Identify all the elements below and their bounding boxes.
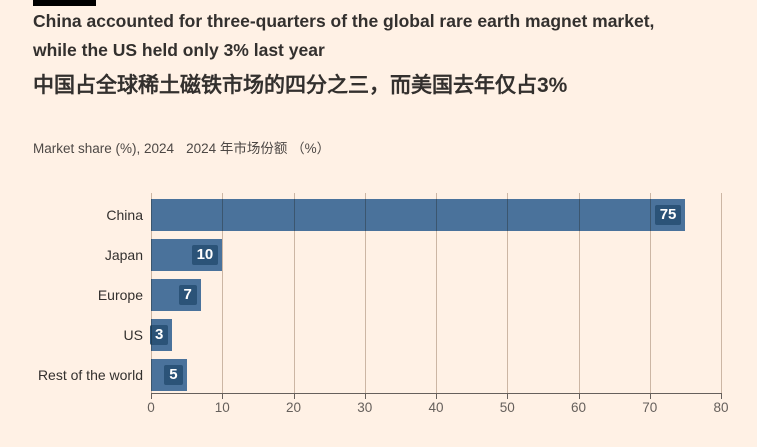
bar-rest-of-the-world: 5 bbox=[151, 359, 187, 391]
value-label: 3 bbox=[150, 325, 169, 345]
x-tick-label: 70 bbox=[642, 400, 658, 415]
title-line-1: China accounted for three-quarters of th… bbox=[33, 11, 655, 31]
category-label: Rest of the world bbox=[37, 367, 143, 383]
category-label: China bbox=[106, 207, 143, 223]
value-label: 75 bbox=[654, 205, 682, 225]
x-tick-label: 10 bbox=[214, 400, 230, 415]
bar-japan: 10 bbox=[151, 239, 223, 271]
gridline bbox=[293, 193, 295, 393]
title-line-2: while the US held only 3% last year bbox=[33, 40, 325, 60]
kicker-bar bbox=[33, 0, 96, 6]
x-tick-mark bbox=[364, 393, 366, 399]
gridline bbox=[364, 193, 366, 393]
plot-area: 75 10 7 3 5 bbox=[150, 193, 722, 393]
x-tick-mark bbox=[507, 393, 509, 399]
chart-subtitle: Market share (%), 2024 2024 年市场份额 （%） bbox=[33, 140, 330, 157]
gridline bbox=[436, 193, 437, 393]
value-label: 5 bbox=[164, 365, 183, 385]
subtitle-english: Market share (%), 2024 bbox=[33, 141, 175, 156]
subtitle-chinese: 2024 年市场份额 （%） bbox=[186, 141, 331, 156]
x-tick-mark bbox=[721, 393, 722, 399]
category-label: US bbox=[123, 327, 143, 343]
x-tick-mark bbox=[222, 393, 224, 399]
x-tick-label: 20 bbox=[285, 400, 302, 415]
x-tick-mark bbox=[436, 393, 437, 399]
bar-chart: 75 10 7 3 5 China Japan Europe US Rest of the wo… bbox=[0, 193, 757, 433]
chart-title: China accounted for three-quarters of th… bbox=[33, 7, 743, 65]
gridline bbox=[721, 193, 722, 393]
category-label: Europe bbox=[97, 287, 143, 303]
category-label: Japan bbox=[104, 247, 143, 263]
x-tick-mark bbox=[151, 393, 152, 399]
x-tick-mark bbox=[293, 393, 295, 399]
gridline bbox=[222, 193, 224, 393]
x-tick-label: 50 bbox=[499, 400, 515, 415]
x-tick-mark bbox=[649, 393, 651, 399]
x-tick-label: 0 bbox=[147, 400, 155, 415]
x-tick-label: 30 bbox=[357, 400, 373, 415]
bar-europe: 7 bbox=[151, 279, 201, 311]
gridline bbox=[649, 193, 651, 393]
x-tick-mark bbox=[578, 393, 580, 399]
bar-china: 75 bbox=[151, 199, 686, 231]
x-tick-label: 80 bbox=[713, 400, 729, 415]
x-tick-label: 40 bbox=[428, 400, 444, 415]
x-tick-label: 60 bbox=[570, 400, 587, 415]
gridline bbox=[578, 193, 580, 393]
chart-title-chinese: 中国占全球稀土磁铁市场的四分之三，而美国去年仅占3% bbox=[33, 74, 568, 97]
gridline bbox=[151, 193, 152, 393]
bar-us: 3 bbox=[150, 319, 173, 351]
gridline bbox=[507, 193, 509, 393]
value-label: 7 bbox=[178, 285, 197, 305]
value-label: 10 bbox=[191, 245, 219, 265]
